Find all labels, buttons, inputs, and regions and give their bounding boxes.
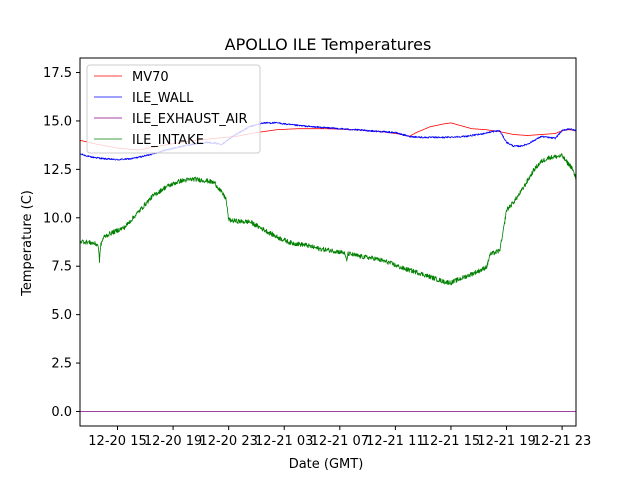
y-tick-label: 5.0 [51, 308, 72, 323]
legend-box [86, 64, 261, 154]
legend: MV70 ILE_WALL ILE_EXHAUST_AIR ILE_INTAKE [86, 64, 261, 154]
x-tick-label: 12-20 19 [144, 434, 202, 449]
legend-label: MV70 [132, 70, 169, 85]
y-tick-label: 7.5 [51, 260, 72, 275]
x-tick-label: 12-21 11 [366, 434, 424, 449]
chart-title: APOLLO ILE Temperatures [225, 35, 432, 54]
x-tick-label: 12-20 15 [88, 434, 146, 449]
x-tick-label: 12-21 03 [255, 434, 313, 449]
x-tick-label: 12-21 23 [533, 434, 591, 449]
x-tick-label: 12-21 07 [311, 434, 369, 449]
x-tick-label: 12-21 19 [477, 434, 535, 449]
y-tick-label: 17.5 [43, 66, 72, 81]
y-axis-label: Temperature (C) [20, 190, 35, 297]
y-tick-label: 10.0 [43, 211, 72, 226]
y-tick-label: 15.0 [43, 114, 72, 129]
legend-label: ILE_WALL [132, 91, 194, 106]
legend-label: ILE_EXHAUST_AIR [132, 112, 248, 127]
x-tick-label: 12-20 23 [199, 434, 257, 449]
plot-frame [79, 57, 577, 427]
legend-label: ILE_INTAKE [132, 133, 204, 148]
x-tick-label: 12-21 15 [422, 434, 480, 449]
series-line-ile-intake [80, 153, 576, 286]
y-tick-label: 12.5 [43, 163, 72, 178]
x-axis-label: Date (GMT) [289, 457, 364, 472]
y-tick-label: 0.0 [51, 405, 72, 420]
y-tick-label: 2.5 [51, 357, 72, 372]
